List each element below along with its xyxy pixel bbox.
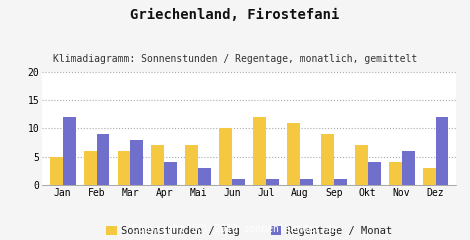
Bar — [63, 117, 76, 185]
Text: Klimadiagramm: Sonnenstunden / Regentage, monatlich, gemittelt: Klimadiagramm: Sonnenstunden / Regentage… — [53, 54, 417, 64]
Bar — [355, 145, 368, 185]
Bar — [253, 117, 266, 185]
Bar — [131, 140, 143, 185]
Bar — [84, 151, 96, 185]
Bar — [96, 134, 110, 185]
Bar — [118, 151, 131, 185]
Bar — [151, 145, 164, 185]
Bar — [164, 162, 177, 185]
Bar — [50, 156, 63, 185]
Bar — [287, 123, 300, 185]
Bar — [423, 168, 436, 185]
Bar — [321, 134, 334, 185]
Bar — [436, 117, 448, 185]
Bar — [389, 162, 402, 185]
Bar — [402, 151, 415, 185]
Legend: Sonnenstunden / Tag, Regentage / Monat: Sonnenstunden / Tag, Regentage / Monat — [106, 226, 392, 236]
Bar — [300, 179, 313, 185]
Bar — [368, 162, 381, 185]
Text: Griechenland, Firostefani: Griechenland, Firostefani — [130, 8, 340, 22]
Bar — [219, 128, 232, 185]
Text: Copyright (C) 2010 sonnenlaender.de: Copyright (C) 2010 sonnenlaender.de — [132, 224, 338, 234]
Bar — [232, 179, 245, 185]
Bar — [198, 168, 211, 185]
Bar — [266, 179, 279, 185]
Bar — [185, 145, 198, 185]
Bar — [334, 179, 347, 185]
